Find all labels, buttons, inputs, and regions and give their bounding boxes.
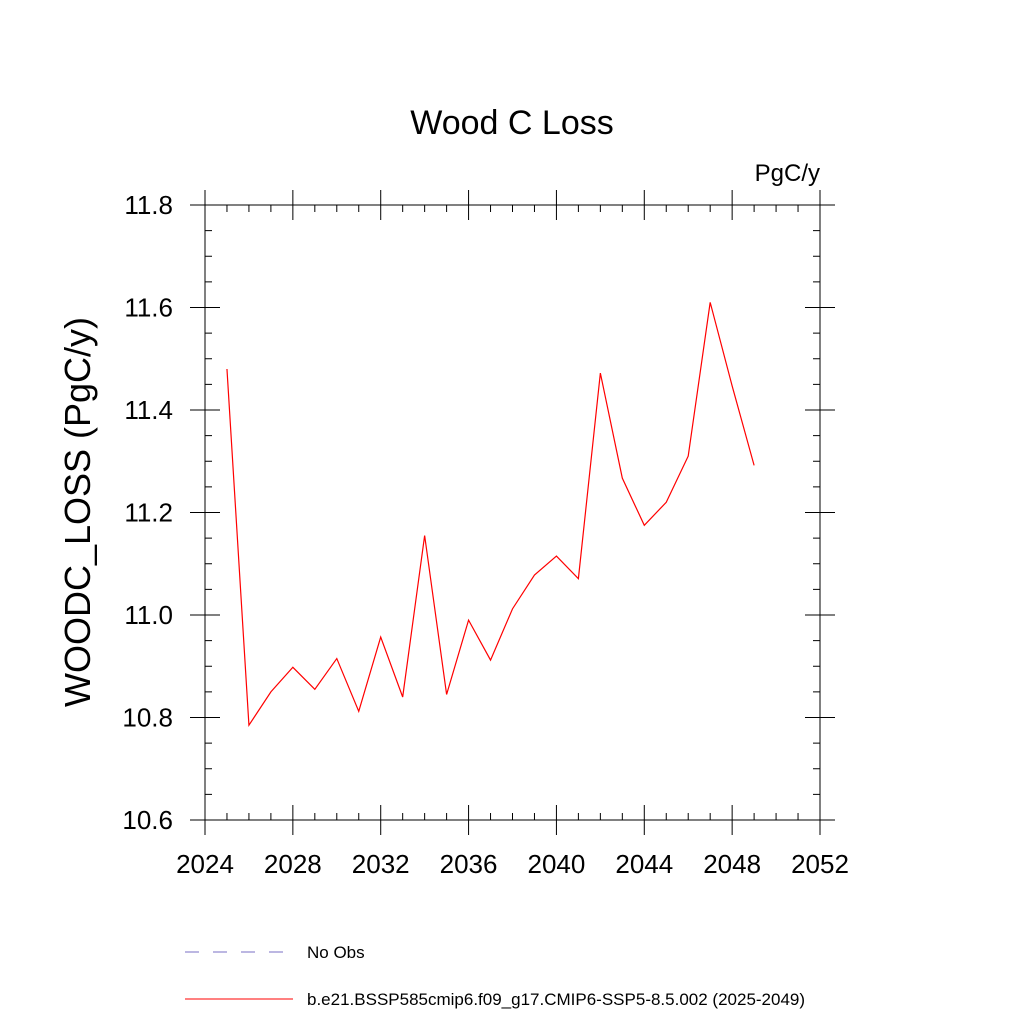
chart-title: Wood C Loss xyxy=(410,104,613,142)
y-tick-label: 10.8 xyxy=(122,703,173,733)
legend: No Obs b.e21.BSSP585cmip6.f09_g17.CMIP6-S… xyxy=(185,943,805,1009)
x-axis: 2024 2028 2032 2036 2040 2044 2048 2052 xyxy=(176,190,849,879)
y-tick-label: 11.6 xyxy=(124,293,173,323)
x-tick-label: 2024 xyxy=(176,849,234,879)
x-tick-label: 2032 xyxy=(352,849,410,879)
series-line xyxy=(226,302,755,728)
x-tick-label: 2028 xyxy=(264,849,322,879)
x-tick-label: 2052 xyxy=(791,849,849,879)
y-tick-label: 11.0 xyxy=(124,600,173,630)
series-layer xyxy=(226,302,755,728)
y-axis-label: WOODC_LOSS (PgC/y) xyxy=(57,317,98,707)
legend-label: b.e21.BSSP585cmip6.f09_g17.CMIP6-SSP5-8.… xyxy=(307,990,805,1009)
plot-frame xyxy=(204,204,821,821)
y-tick-label: 11.4 xyxy=(124,395,173,425)
units-label: PgC/y xyxy=(755,160,820,187)
x-tick-label: 2048 xyxy=(703,849,761,879)
y-tick-label: 11.2 xyxy=(124,498,173,528)
y-axis: 10.6 10.8 11.0 11.2 11.4 11.6 11.8 xyxy=(122,190,835,835)
legend-label: No Obs xyxy=(307,943,365,962)
x-tick-label: 2044 xyxy=(615,849,673,879)
y-tick-label: 11.8 xyxy=(124,190,173,220)
y-tick-label: 10.6 xyxy=(122,805,173,835)
x-tick-label: 2040 xyxy=(528,849,586,879)
x-tick-label: 2036 xyxy=(440,849,498,879)
